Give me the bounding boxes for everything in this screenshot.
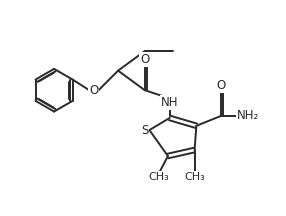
Text: O: O: [140, 53, 149, 66]
Text: NH₂: NH₂: [237, 109, 259, 122]
Text: NH: NH: [161, 96, 178, 109]
Text: CH₃: CH₃: [184, 172, 205, 182]
Text: O: O: [217, 79, 226, 92]
Text: CH₃: CH₃: [149, 172, 169, 182]
Text: S: S: [141, 124, 148, 137]
Text: O: O: [89, 84, 99, 97]
